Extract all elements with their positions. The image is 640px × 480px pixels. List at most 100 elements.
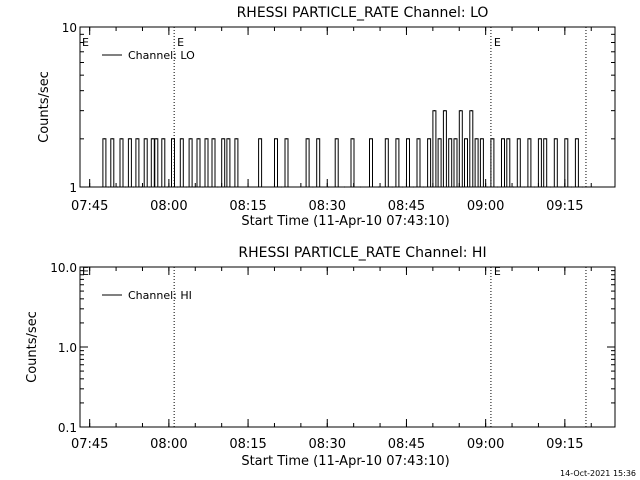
data-point (159, 186, 161, 188)
data-point (259, 138, 261, 140)
data-point (307, 138, 309, 140)
data-point (129, 138, 131, 140)
y-tick-label: 10 (62, 21, 77, 35)
edge-marker-label: E (82, 265, 89, 278)
data-point (449, 138, 451, 140)
data-point (518, 138, 520, 140)
data-point (359, 186, 362, 188)
data-point (433, 110, 435, 112)
data-point (336, 138, 338, 140)
data-point (194, 186, 196, 188)
event-marker-label: E (494, 265, 501, 278)
footer-timestamp: 14-Oct-2021 15:36 (560, 469, 636, 478)
data-point (190, 138, 192, 140)
data-point (423, 186, 425, 188)
x-tick-label: 07:45 (71, 199, 108, 214)
data-point (111, 138, 113, 140)
data-point (124, 186, 127, 188)
data-point (460, 110, 462, 112)
data-point (454, 138, 457, 140)
data-point (152, 138, 154, 140)
data-point (428, 138, 430, 140)
data-point (217, 186, 219, 188)
data-point (512, 186, 515, 188)
data-point (475, 138, 478, 140)
data-point (222, 138, 224, 140)
data-point (386, 138, 388, 140)
x-tick-label: 08:15 (229, 199, 266, 214)
data-point (136, 138, 138, 140)
y-axis-label: Counts/sec (37, 71, 52, 143)
x-axis-label: Start Time (11-Apr-10 07:43:10) (241, 214, 449, 229)
data-point (285, 138, 288, 140)
data-point (486, 186, 488, 188)
event-marker-label: E (494, 36, 501, 49)
data-point (172, 138, 174, 140)
chart-title: RHESSI PARTICLE_RATE Channel: LO (237, 5, 489, 21)
event-marker-label: E (177, 36, 184, 49)
data-point (370, 138, 372, 140)
x-tick-label: 08:15 (229, 437, 266, 452)
data-point (502, 138, 504, 140)
data-point (402, 186, 404, 188)
data-point (565, 138, 567, 140)
data-point (351, 138, 354, 140)
chart-title: RHESSI PARTICLE_RATE Channel: HI (238, 245, 486, 261)
data-point (107, 186, 109, 188)
y-tick-label: 1.0 (58, 341, 77, 355)
data-point (576, 138, 578, 140)
data-point (312, 186, 314, 188)
x-tick-label: 08:45 (388, 199, 425, 214)
data-point (167, 186, 169, 188)
x-tick-label: 08:30 (309, 199, 346, 214)
data-point (465, 138, 467, 140)
data-point (412, 186, 414, 188)
data-point (417, 138, 420, 140)
data-point (378, 186, 380, 188)
x-tick-label: 08:45 (388, 437, 425, 452)
data-point (507, 138, 509, 140)
series-line (102, 110, 584, 188)
data-point (162, 138, 164, 140)
x-tick-label: 08:00 (150, 199, 187, 214)
data-point (491, 138, 494, 140)
data-point (145, 138, 147, 140)
x-tick-label: 09:00 (467, 437, 504, 452)
data-point (439, 138, 441, 140)
data-point (205, 138, 208, 140)
data-point (235, 138, 237, 140)
data-point (544, 138, 546, 140)
data-point (148, 186, 150, 188)
x-tick-label: 09:15 (546, 199, 583, 214)
data-point (328, 186, 330, 188)
data-point (280, 186, 282, 188)
y-tick-label: 1 (69, 181, 77, 195)
data-point (140, 186, 142, 188)
data-point (275, 138, 277, 140)
data-point (555, 138, 557, 140)
x-tick-label: 07:45 (71, 437, 108, 452)
data-point (227, 138, 230, 140)
data-point (197, 138, 200, 140)
y-tick-label: 10.0 (50, 261, 77, 275)
x-tick-label: 09:15 (546, 437, 583, 452)
data-point (407, 138, 409, 140)
data-point (103, 138, 105, 140)
data-point (120, 138, 123, 140)
data-point (481, 138, 483, 140)
data-point (209, 186, 211, 188)
data-point (155, 138, 157, 140)
data-point (391, 186, 393, 188)
data-point (528, 138, 530, 140)
data-point (560, 186, 562, 188)
data-point (539, 138, 541, 140)
data-point (444, 110, 446, 112)
data-point (185, 186, 187, 188)
data-point (571, 186, 573, 188)
data-point (581, 186, 583, 188)
data-point (317, 138, 319, 140)
data-point (176, 186, 179, 188)
data-point (549, 186, 552, 188)
data-point (344, 186, 346, 188)
